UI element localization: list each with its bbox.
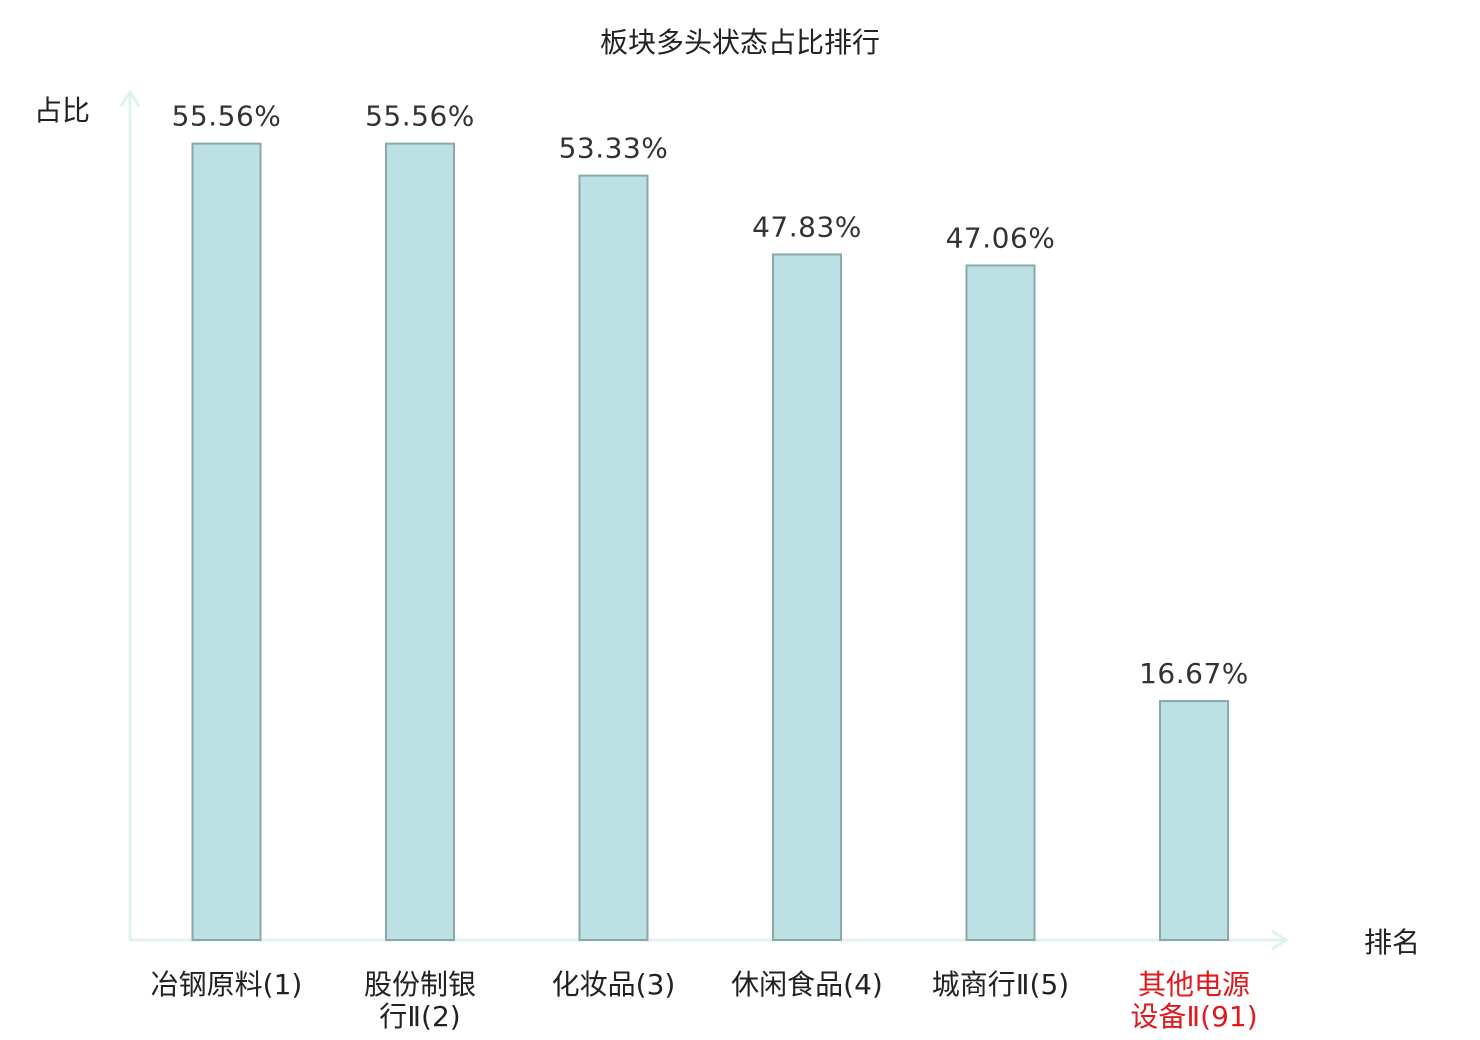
value-labels-group: 55.56% 55.56% 53.33% 47.83% 47.06% 16.67% [172,100,1249,690]
x-axis-label: 排名 [1364,926,1420,959]
tick-label: 冶钢原料(1) [151,968,303,1001]
y-axis-label: 占比 [34,94,90,127]
data-label: 53.33% [559,132,669,165]
y-axis-arrow [119,89,141,107]
bar [191,142,262,941]
tick-label: 化妆品(3) [552,968,676,1001]
tick-label: 休闲食品(4) [731,968,883,1001]
bar [965,264,1036,941]
tick-label: 其他电源 [1138,968,1250,1001]
bars-group [191,142,1229,942]
chart-title: 板块多头状态占比排行 [600,26,880,59]
tick-label: 行Ⅱ(2) [379,1000,460,1033]
tick-label: 股份制银 [364,968,476,1001]
data-label: 47.83% [752,210,862,243]
x-axis-arrow [1271,929,1289,951]
data-label: 55.56% [172,100,282,133]
data-label: 47.06% [946,221,1056,254]
bar [772,253,842,942]
tick-label: 设备Ⅱ(91) [1130,1000,1257,1033]
bar [1159,700,1229,942]
bar [385,142,455,941]
data-label: 55.56% [365,100,475,133]
tick-label: 城商行Ⅱ(5) [932,968,1069,1001]
data-label: 16.67% [1139,657,1249,690]
axes [119,89,1289,951]
bar [578,174,649,941]
